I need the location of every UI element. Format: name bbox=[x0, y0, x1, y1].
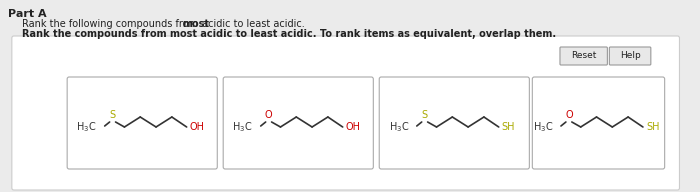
Text: OH: OH bbox=[190, 122, 204, 132]
Text: Help: Help bbox=[620, 51, 640, 60]
FancyBboxPatch shape bbox=[12, 36, 680, 190]
Text: OH: OH bbox=[346, 122, 360, 132]
Text: H$_3$C: H$_3$C bbox=[76, 120, 97, 134]
FancyBboxPatch shape bbox=[67, 77, 217, 169]
Text: O: O bbox=[565, 110, 573, 120]
Text: Rank the compounds from most acidic to least acidic. To rank items as equivalent: Rank the compounds from most acidic to l… bbox=[22, 29, 556, 39]
FancyBboxPatch shape bbox=[610, 47, 651, 65]
Text: Part A: Part A bbox=[8, 9, 46, 19]
Text: H$_3$C: H$_3$C bbox=[533, 120, 553, 134]
Text: Rank the following compounds from: Rank the following compounds from bbox=[22, 19, 201, 29]
FancyBboxPatch shape bbox=[379, 77, 529, 169]
FancyBboxPatch shape bbox=[560, 47, 608, 65]
Text: H$_3$C: H$_3$C bbox=[232, 120, 253, 134]
Text: SH: SH bbox=[502, 122, 515, 132]
FancyBboxPatch shape bbox=[223, 77, 373, 169]
Text: acidic to least acidic.: acidic to least acidic. bbox=[199, 19, 305, 29]
FancyBboxPatch shape bbox=[532, 77, 665, 169]
Text: O: O bbox=[265, 110, 272, 120]
Text: most: most bbox=[183, 19, 210, 29]
Text: S: S bbox=[109, 110, 116, 120]
Text: H$_3$C: H$_3$C bbox=[389, 120, 409, 134]
Text: SH: SH bbox=[646, 122, 659, 132]
Text: Reset: Reset bbox=[571, 51, 596, 60]
Text: S: S bbox=[421, 110, 428, 120]
